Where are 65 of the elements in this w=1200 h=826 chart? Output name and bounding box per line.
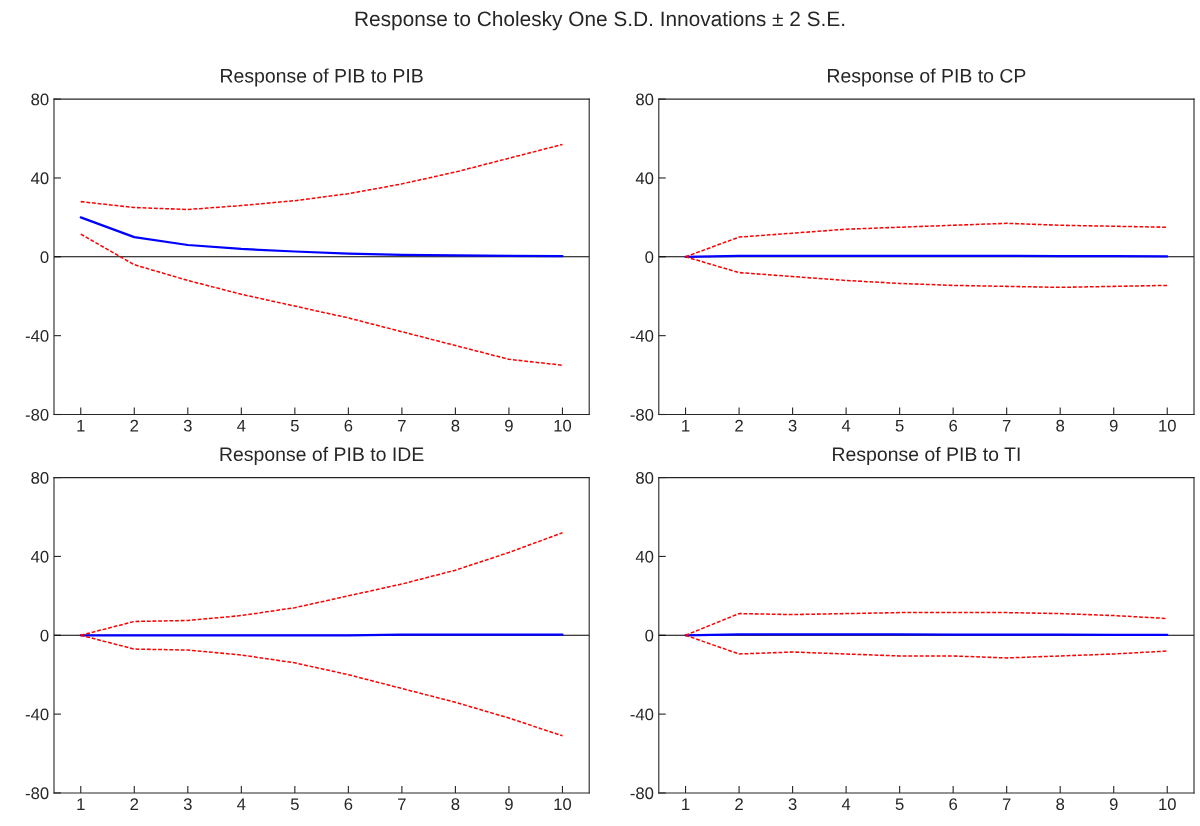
x-tick-label: 7	[1002, 419, 1011, 432]
x-tick-label: 6	[949, 419, 958, 432]
y-tick-label: 0	[645, 251, 654, 264]
y-tick-label: 0	[645, 629, 654, 642]
y-tick-label: 40	[635, 172, 654, 185]
x-tick-label: 6	[344, 419, 353, 432]
x-tick-label: 4	[841, 419, 851, 432]
y-tick-label: -80	[630, 408, 654, 421]
x-tick-label: 3	[788, 419, 797, 432]
x-tick-label: 8	[451, 798, 460, 811]
x-tick-label: 4	[237, 798, 246, 810]
x-tick-label: 8	[451, 419, 460, 432]
x-tick-label: 5	[290, 419, 299, 432]
x-tick-label: 7	[1002, 798, 1011, 810]
x-tick-label: 7	[398, 419, 406, 432]
y-tick-label: -80	[25, 787, 49, 800]
y-tick-label: -80	[25, 408, 49, 421]
x-tick-label: 5	[290, 798, 299, 811]
x-tick-label: 10	[1159, 798, 1176, 811]
y-tick-label: 0	[40, 629, 49, 642]
x-tick-label: 9	[1109, 419, 1118, 432]
x-tick-label: 6	[949, 798, 958, 811]
y-tick-label: -40	[630, 330, 654, 342]
chart-title: Response of PIB to PIB	[221, 68, 423, 87]
x-tick-label: 4	[237, 419, 246, 432]
x-tick-label: 7	[398, 798, 406, 810]
y-tick-label: 0	[40, 251, 49, 264]
x-tick-label: 1	[77, 798, 85, 810]
x-tick-label: 2	[130, 798, 139, 810]
x-tick-label: 2	[735, 798, 743, 810]
y-tick-label: -40	[25, 330, 49, 342]
x-tick-label: 3	[788, 798, 797, 811]
x-tick-label: 2	[130, 419, 139, 432]
y-tick-label: -40	[25, 708, 49, 721]
y-tick-label: -80	[630, 787, 654, 800]
x-tick-label: 5	[895, 419, 904, 432]
x-tick-label: 10	[1159, 419, 1176, 432]
y-tick-label: 80	[636, 471, 654, 484]
x-tick-label: 9	[1109, 798, 1118, 811]
chart-title: Response of PIB to CP	[828, 68, 1026, 87]
x-tick-label: 3	[183, 419, 192, 432]
y-tick-label: 80	[636, 93, 654, 106]
y-tick-label: -40	[630, 708, 654, 721]
y-tick-label: 80	[31, 471, 49, 484]
x-tick-label: 2	[735, 419, 743, 432]
x-tick-label: 1	[77, 419, 85, 432]
x-tick-label: 10	[554, 798, 572, 811]
x-tick-label: 4	[841, 798, 851, 810]
y-tick-label: 40	[30, 550, 49, 563]
x-tick-label: 9	[505, 419, 513, 432]
chart-title: Response of PIB to TI	[833, 446, 1020, 465]
x-tick-label: 1	[682, 419, 690, 432]
x-tick-label: 10	[554, 419, 572, 432]
x-tick-label: 9	[505, 798, 513, 811]
chart-title: Response of PIB to IDE	[220, 446, 424, 465]
x-tick-label: 3	[183, 798, 192, 811]
x-tick-label: 5	[895, 798, 904, 811]
y-tick-label: 40	[30, 172, 49, 185]
y-tick-label: 80	[31, 93, 49, 106]
text: Response to Cholesky One S.D. Innovations ± 2 S.E.	[355, 10, 845, 31]
x-tick-label: 6	[344, 798, 353, 811]
x-tick-label: 8	[1056, 419, 1065, 432]
y-tick-label: 40	[635, 550, 654, 563]
x-tick-label: 1	[682, 798, 690, 810]
x-tick-label: 8	[1056, 798, 1065, 811]
